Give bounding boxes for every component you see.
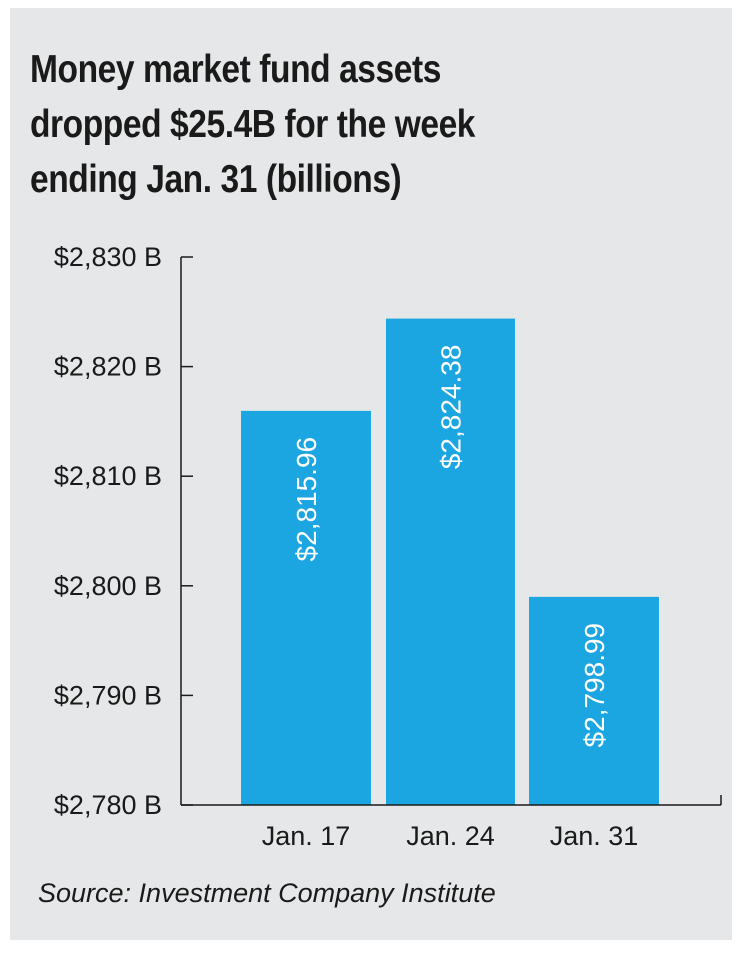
y-tick-label: $2,780 B <box>54 790 162 820</box>
bar <box>386 318 515 805</box>
x-tick-label: Jan. 31 <box>550 821 639 851</box>
bar-chart: $2,780 B $2,790 B $2,800 B $2,810 B $2,820 B… <box>54 242 722 851</box>
title-line: ending Jan. 31 (billions) <box>30 158 402 201</box>
y-tick-label: $2,810 B <box>54 461 162 491</box>
bar-value-label: $2,824.38 <box>436 345 467 470</box>
x-tick-label: Jan. 24 <box>406 821 495 851</box>
y-tick-label: $2,820 B <box>54 352 162 382</box>
x-tick-label: Jan. 17 <box>262 821 351 851</box>
title-line: dropped $25.4B for the week <box>30 103 476 146</box>
bar-value-label: $2,798.99 <box>579 623 610 748</box>
bar <box>241 410 371 805</box>
y-tick-label: $2,790 B <box>54 680 162 710</box>
chart-title: Money market fund assets dropped $25.4B … <box>30 42 580 207</box>
source-note: Source: Investment Company Institute <box>38 878 496 908</box>
bar <box>529 596 659 805</box>
title-line: Money market fund assets <box>30 48 441 91</box>
y-tick-label: $2,800 B <box>54 571 162 601</box>
bar-value-label: $2,815.96 <box>291 437 322 562</box>
y-tick-label: $2,830 B <box>54 242 162 272</box>
